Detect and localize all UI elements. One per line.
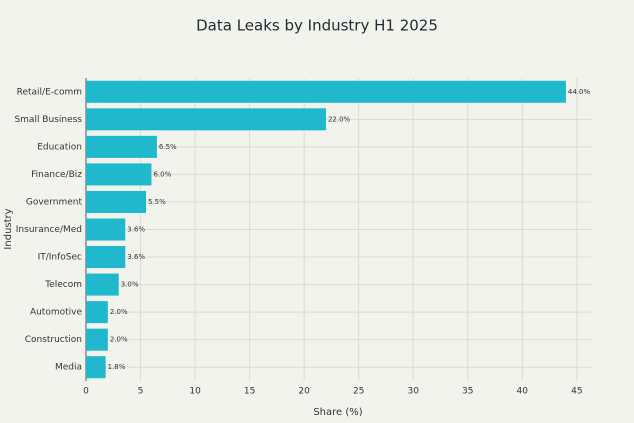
value-label: 3.6% (127, 253, 145, 261)
value-label: 2.0% (110, 336, 128, 344)
bar (86, 80, 566, 103)
y-tick-label: Media (55, 363, 82, 373)
bar (86, 190, 146, 213)
y-tick-label: Small Business (14, 115, 82, 125)
x-tick-label: 25 (353, 387, 364, 397)
bar (86, 328, 108, 351)
x-tick-label: 45 (571, 387, 582, 397)
bar (86, 163, 152, 186)
value-label: 22.0% (328, 115, 351, 123)
y-tick-label: Automotive (30, 308, 83, 318)
value-label: 44.0% (568, 88, 591, 96)
bar (86, 135, 157, 158)
bar (86, 246, 126, 269)
y-axis-label: Industry (3, 208, 14, 249)
bar (86, 108, 326, 131)
x-tick-label: 40 (517, 387, 529, 397)
x-tick-label: 10 (189, 387, 201, 397)
x-tick-label: 15 (244, 387, 255, 397)
value-label: 2.0% (110, 308, 128, 316)
x-tick-label: 35 (462, 387, 473, 397)
x-tick-label: 5 (138, 387, 144, 397)
bar (86, 218, 126, 241)
value-label: 1.8% (108, 363, 126, 371)
y-tick-label: Finance/Biz (31, 170, 82, 180)
y-tick-label: Government (26, 197, 83, 207)
x-tick-label: 0 (83, 387, 89, 397)
y-tick-label: Construction (25, 335, 82, 345)
y-tick-label: Education (37, 142, 82, 152)
y-tick-label: Insurance/Med (16, 225, 82, 235)
value-label: 6.0% (153, 170, 171, 178)
x-tick-label: 20 (298, 387, 310, 397)
value-label: 5.5% (148, 198, 166, 206)
chart-title: Data Leaks by Industry H1 2025 (196, 17, 438, 35)
y-tick-label: IT/InfoSec (38, 253, 82, 263)
value-label: 3.6% (127, 226, 145, 234)
value-label: 6.5% (159, 143, 177, 151)
y-tick-label: Retail/E-comm (17, 87, 82, 97)
bar (86, 273, 119, 296)
bar (86, 356, 106, 379)
value-label: 3.0% (121, 281, 139, 289)
x-axis-label: Share (%) (313, 407, 362, 418)
x-tick-label: 30 (407, 387, 419, 397)
bar (86, 301, 108, 324)
y-tick-label: Telecom (44, 280, 82, 290)
